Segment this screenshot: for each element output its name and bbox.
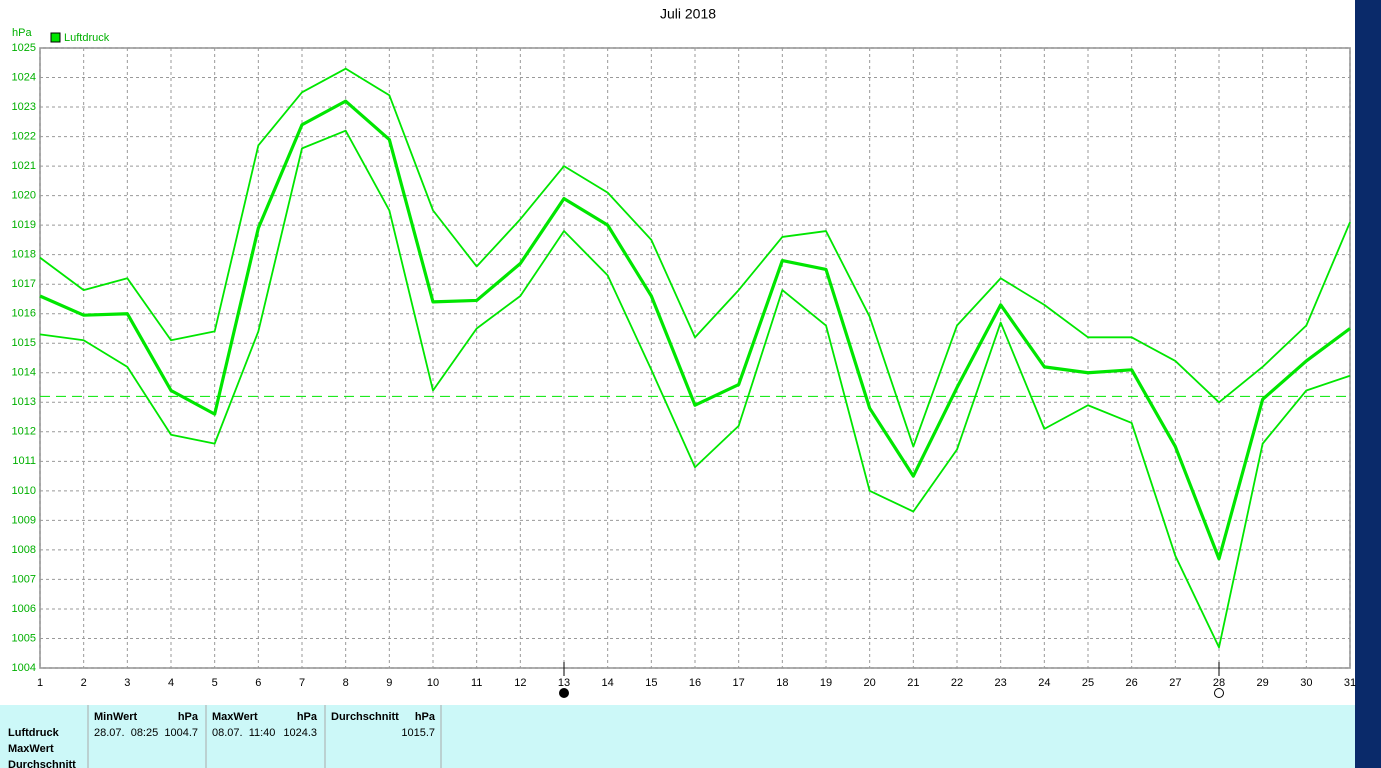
y-tick-label: 1014 (12, 367, 36, 379)
x-tick-label: 16 (689, 677, 701, 689)
y-tick-label: 1012 (12, 426, 36, 438)
stats-panel (0, 705, 1355, 768)
y-tick-label: 1015 (12, 337, 36, 349)
x-tick-label: 19 (820, 677, 832, 689)
column-header: MinWert (94, 711, 138, 723)
stat-value: 1015.7 (401, 727, 435, 739)
x-tick-label: 12 (514, 677, 526, 689)
y-tick-label: 1008 (12, 544, 36, 556)
x-tick-label: 31 (1344, 677, 1356, 689)
y-tick-label: 1010 (12, 485, 36, 497)
x-tick-label: 6 (255, 677, 261, 689)
x-tick-label: 5 (212, 677, 218, 689)
x-tick-label: 22 (951, 677, 963, 689)
moon-marker (559, 688, 569, 698)
row-label: Durchschnitt (8, 759, 76, 768)
y-tick-label: 1025 (12, 42, 36, 54)
x-tick-label: 17 (733, 677, 745, 689)
line-max (39, 67, 1351, 448)
y-tick-label: 1011 (12, 455, 36, 467)
y-tick-label: 1004 (12, 662, 36, 674)
column-unit: hPa (297, 711, 318, 723)
column-unit: hPa (178, 711, 199, 723)
y-tick-label: 1005 (12, 632, 36, 644)
stat-value: 1004.7 (164, 727, 198, 739)
y-tick-label: 1020 (12, 190, 36, 202)
x-tick-label: 2 (81, 677, 87, 689)
y-tick-label: 1021 (12, 160, 36, 172)
legend-swatch (50, 32, 61, 43)
x-tick-label: 26 (1126, 677, 1138, 689)
y-tick-label: 1009 (12, 514, 36, 526)
x-tick-label: 24 (1038, 677, 1050, 689)
row-label: MaxWert (8, 743, 54, 755)
stat-value: 1024.3 (283, 727, 317, 739)
line-min (39, 129, 1351, 649)
x-tick-label: 25 (1082, 677, 1094, 689)
x-tick-label: 13 (558, 677, 570, 689)
stat-time: 28.07. 08:25 (94, 727, 158, 739)
x-tick-label: 9 (386, 677, 392, 689)
column-header: MaxWert (212, 711, 258, 723)
y-axis-label: hPa (12, 27, 32, 39)
row-label: Luftdruck (8, 727, 60, 739)
x-tick-label: 11 (471, 677, 482, 689)
legend-label: Luftdruck (64, 32, 110, 44)
y-tick-label: 1013 (12, 396, 36, 408)
x-tick-label: 10 (427, 677, 439, 689)
y-tick-label: 1018 (12, 249, 36, 261)
x-tick-label: 8 (343, 677, 349, 689)
x-tick-label: 18 (776, 677, 788, 689)
x-tick-label: 23 (995, 677, 1007, 689)
x-tick-label: 30 (1300, 677, 1312, 689)
x-tick-label: 7 (299, 677, 305, 689)
x-tick-label: 21 (907, 677, 919, 689)
x-tick-label: 28 (1213, 677, 1225, 689)
x-tick-label: 29 (1257, 677, 1269, 689)
desktop-strip (1355, 0, 1381, 768)
y-tick-label: 1023 (12, 101, 36, 113)
line-values (39, 99, 1351, 561)
x-tick-label: 15 (645, 677, 657, 689)
y-tick-label: 1022 (12, 130, 36, 142)
chart-title: Juli 2018 (660, 6, 716, 22)
y-tick-label: 1016 (12, 308, 36, 320)
y-tick-label: 1007 (12, 573, 36, 585)
moon-marker (1214, 688, 1224, 698)
x-tick-label: 4 (168, 677, 174, 689)
x-tick-label: 27 (1169, 677, 1181, 689)
x-tick-label: 14 (602, 677, 614, 689)
x-tick-label: 1 (37, 677, 43, 689)
stat-time: 08.07. 11:40 (212, 727, 275, 739)
column-unit: hPa (415, 711, 436, 723)
y-tick-label: 1017 (12, 278, 36, 290)
column-header: Durchschnitt (331, 711, 399, 723)
x-tick-label: 3 (124, 677, 130, 689)
y-tick-label: 1019 (12, 219, 36, 231)
y-tick-label: 1024 (12, 71, 36, 83)
x-tick-label: 20 (864, 677, 876, 689)
y-tick-label: 1006 (12, 603, 36, 615)
